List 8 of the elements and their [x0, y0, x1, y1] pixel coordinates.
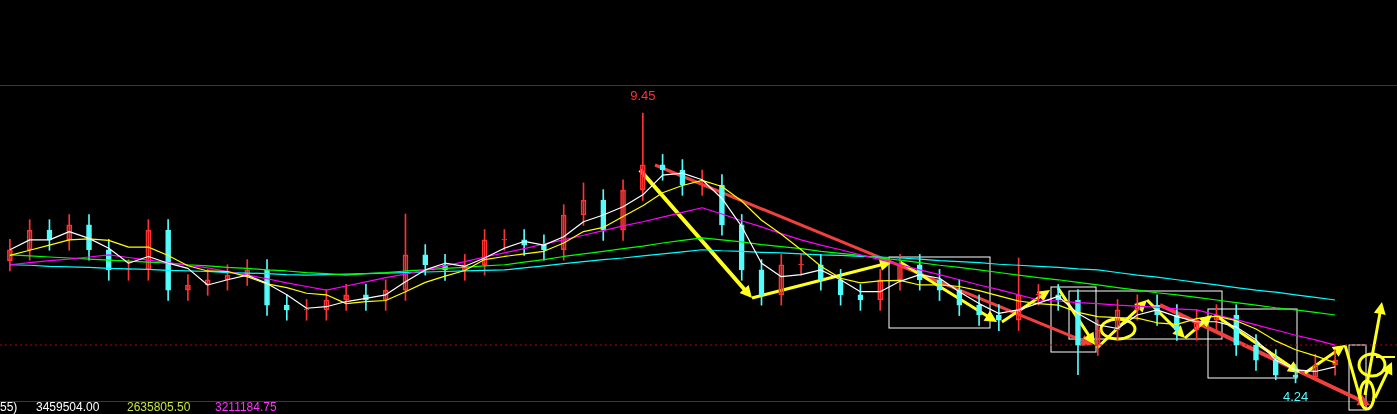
candlestick	[283, 294, 290, 321]
candlestick	[996, 304, 1002, 331]
annotation: 9.45	[630, 88, 656, 104]
annotation: 2635805.50	[127, 400, 191, 414]
annotation: 3459504.00	[36, 400, 100, 414]
annotation: 4.24	[1282, 388, 1309, 404]
annotation: 3211184.75	[215, 400, 277, 414]
annotation: 55)	[0, 400, 18, 414]
